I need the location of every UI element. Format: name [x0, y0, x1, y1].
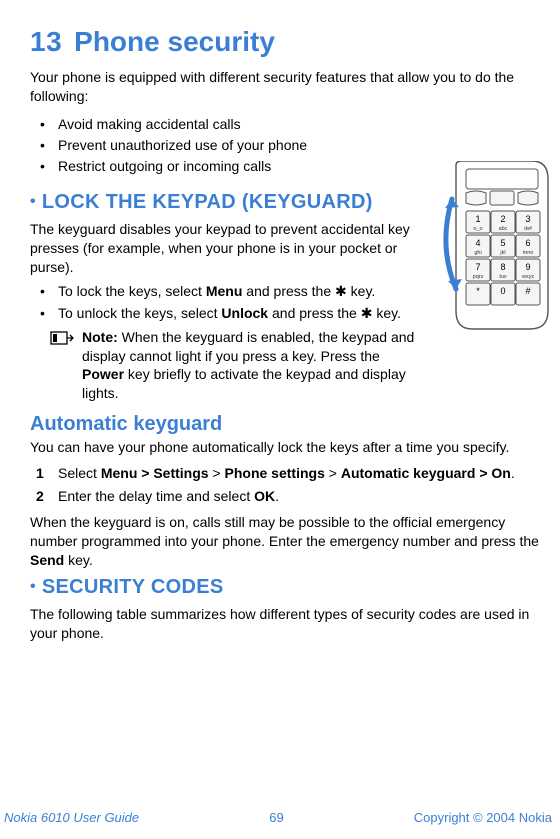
text: Automatic keyguard > On	[341, 465, 511, 481]
svg-text:*: *	[476, 286, 480, 296]
heading-text: LOCK THE KEYPAD (KEYGUARD)	[42, 191, 373, 213]
intro-paragraph: Your phone is equipped with different se…	[30, 68, 552, 106]
svg-text:#: #	[525, 286, 530, 296]
svg-text:1: 1	[475, 214, 480, 224]
keyguard-text-column: • LOCK THE KEYPAD (KEYGUARD) The keyguard…	[30, 187, 422, 409]
svg-text:def: def	[524, 226, 532, 232]
star-key-icon: ✱	[335, 283, 347, 299]
text: >	[325, 465, 341, 481]
text: When the keyguard is enabled, the keypad…	[82, 329, 414, 364]
text: key briefly to activate the keypad and d…	[82, 366, 406, 401]
svg-text:8: 8	[500, 262, 505, 272]
text: When the keyguard is on, calls still may…	[30, 514, 539, 549]
svg-text:0: 0	[500, 286, 505, 296]
square-bullet-icon: •	[30, 193, 36, 210]
text: Phone settings	[225, 465, 325, 481]
footer-page-number: 69	[269, 810, 283, 825]
svg-text:4: 4	[475, 238, 480, 248]
svg-text:mno: mno	[523, 250, 534, 256]
keyguard-section: • LOCK THE KEYPAD (KEYGUARD) The keyguard…	[30, 187, 552, 409]
square-bullet-icon: •	[30, 578, 36, 595]
chapter-number: 13	[30, 26, 62, 58]
star-key-icon: ✱	[361, 305, 373, 321]
note-text: Note: When the keyguard is enabled, the …	[82, 328, 422, 404]
list-item: Prevent unauthorized use of your phone	[30, 135, 552, 156]
chapter-title: Phone security	[74, 26, 275, 58]
keyguard-paragraph: The keyguard disables your keypad to pre…	[30, 220, 422, 277]
security-codes-heading: • SECURITY CODES	[30, 576, 552, 599]
text: key.	[347, 283, 376, 299]
svg-text:7: 7	[475, 262, 480, 272]
svg-text:wxyz: wxyz	[521, 274, 534, 280]
footer-left: Nokia 6010 User Guide	[4, 810, 139, 825]
list-item: Avoid making accidental calls	[30, 114, 552, 135]
svg-text:9: 9	[525, 262, 530, 272]
svg-text:jkl: jkl	[499, 250, 505, 256]
phone-illustration: 1 o_o 2 abc 3 def 4 ghi 5 jkl 6 mno 7 pqrs 8 tuv 9 wxyz * 0…	[432, 161, 552, 409]
text: Menu > Settings	[101, 465, 209, 481]
svg-text:pqrs: pqrs	[473, 274, 484, 280]
text: To lock the keys, select	[58, 283, 206, 299]
text: Unlock	[221, 305, 268, 321]
text: To unlock the keys, select	[58, 305, 221, 321]
automatic-keyguard-heading: Automatic keyguard	[30, 413, 552, 436]
page-footer: Nokia 6010 User Guide 69 Copyright © 200…	[0, 810, 560, 825]
text: OK	[254, 488, 275, 504]
list-item: To lock the keys, select Menu and press …	[30, 282, 422, 302]
svg-text:5: 5	[500, 238, 505, 248]
svg-text:o_o: o_o	[473, 226, 482, 232]
svg-text:6: 6	[525, 238, 530, 248]
text: key.	[64, 552, 93, 568]
list-item: Restrict outgoing or incoming calls	[30, 156, 552, 177]
text: Enter the delay time and select	[58, 488, 254, 504]
text: .	[511, 465, 515, 481]
text: >	[209, 465, 225, 481]
text: and press the	[268, 305, 361, 321]
note-label: Note:	[82, 329, 118, 345]
text: Send	[30, 552, 64, 568]
step-item: Select Menu > Settings > Phone settings …	[30, 463, 552, 484]
heading-text: SECURITY CODES	[42, 576, 224, 598]
keyguard-heading: • LOCK THE KEYPAD (KEYGUARD)	[30, 191, 422, 214]
text: Select	[58, 465, 101, 481]
text: and press the	[242, 283, 335, 299]
automatic-keyguard-steps: Select Menu > Settings > Phone settings …	[30, 463, 552, 507]
intro-bullets: Avoid making accidental calls Prevent un…	[30, 114, 552, 177]
automatic-keyguard-note: When the keyguard is on, calls still may…	[30, 513, 552, 570]
text: Power	[82, 366, 124, 382]
list-item: To unlock the keys, select Unlock and pr…	[30, 304, 422, 324]
security-codes-paragraph: The following table summarizes how diffe…	[30, 605, 552, 643]
page-title-row: 13 Phone security	[30, 26, 552, 58]
svg-text:ghi: ghi	[474, 250, 481, 256]
automatic-keyguard-paragraph: You can have your phone automatically lo…	[30, 438, 552, 457]
svg-text:tuv: tuv	[499, 274, 507, 280]
note-row: Note: When the keyguard is enabled, the …	[30, 328, 422, 404]
svg-text:3: 3	[525, 214, 530, 224]
svg-text:2: 2	[500, 214, 505, 224]
note-icon	[50, 331, 74, 404]
text: key.	[372, 305, 401, 321]
text: Menu	[206, 283, 243, 299]
keyguard-list: To lock the keys, select Menu and press …	[30, 282, 422, 323]
svg-text:abc: abc	[499, 226, 508, 232]
text: .	[275, 488, 279, 504]
footer-copyright: Copyright © 2004 Nokia	[414, 810, 552, 825]
step-item: Enter the delay time and select OK.	[30, 486, 552, 507]
